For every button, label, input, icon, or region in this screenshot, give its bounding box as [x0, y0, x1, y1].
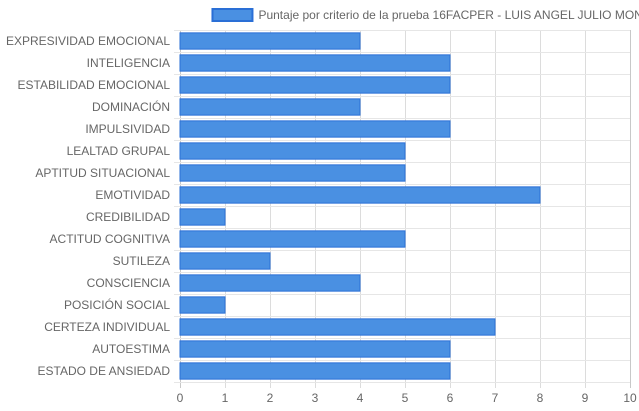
category-label: ESTABILIDAD EMOCIONAL: [18, 78, 171, 92]
category-label: CERTEZA INDIVIDUAL: [44, 320, 170, 334]
x-tick-label: 10: [623, 391, 637, 405]
bar[interactable]: [179, 54, 451, 72]
x-tick-label: 1: [222, 391, 229, 405]
bar[interactable]: [179, 318, 496, 336]
x-tick-label: 6: [447, 391, 454, 405]
category-label: IMPULSIVIDAD: [85, 122, 170, 136]
bar[interactable]: [179, 164, 406, 182]
legend[interactable]: Puntaje por criterio de la prueba 16FACP…: [211, 8, 639, 22]
bars: [179, 32, 541, 380]
x-tick-label: 7: [492, 391, 499, 405]
x-tick-label: 5: [402, 391, 409, 405]
category-label: INTELIGENCIA: [87, 56, 170, 70]
bar[interactable]: [179, 208, 226, 226]
category-label: EMOTIVIDAD: [95, 188, 170, 202]
category-label: EXPRESIVIDAD EMOCIONAL: [6, 34, 170, 48]
category-label: ACTITUD COGNITIVA: [50, 232, 170, 246]
bar[interactable]: [179, 296, 226, 314]
category-label: POSICIÓN SOCIAL: [64, 297, 170, 312]
legend-swatch: [211, 8, 254, 22]
bar[interactable]: [179, 142, 406, 160]
category-label: SUTILEZA: [113, 254, 170, 268]
category-label: DOMINACIÓN: [92, 99, 170, 114]
bar[interactable]: [179, 186, 541, 204]
category-labels: EXPRESIVIDAD EMOCIONAL INTELIGENCIA ESTABI…: [6, 34, 170, 378]
bar[interactable]: [179, 362, 451, 380]
bar[interactable]: [179, 32, 361, 50]
bar[interactable]: [179, 274, 361, 292]
bar[interactable]: [179, 76, 451, 94]
x-tick-label: 8: [537, 391, 544, 405]
legend-label: Puntaje por criterio de la prueba 16FACP…: [258, 8, 639, 22]
category-label: CONSCIENCIA: [87, 276, 170, 290]
category-label: APTITUD SITUACIONAL: [35, 166, 170, 180]
bar[interactable]: [179, 98, 361, 116]
bar[interactable]: [179, 120, 451, 138]
x-tick-label: 3: [312, 391, 319, 405]
x-tick-label: 2: [267, 391, 274, 405]
x-axis-ticks: 0 1 2 3 4 5 6 7 8 9 10: [177, 391, 637, 405]
x-tick-label: 0: [177, 391, 184, 405]
category-label: AUTOESTIMA: [92, 342, 170, 356]
category-label: ESTADO DE ANSIEDAD: [38, 364, 171, 378]
category-label: CREDIBILIDAD: [86, 210, 170, 224]
x-tick-label: 9: [582, 391, 589, 405]
bar[interactable]: [179, 340, 451, 358]
x-tick-label: 4: [357, 391, 364, 405]
category-label: LEALTAD GRUPAL: [67, 144, 171, 158]
bar[interactable]: [179, 230, 406, 248]
bar[interactable]: [179, 252, 271, 270]
